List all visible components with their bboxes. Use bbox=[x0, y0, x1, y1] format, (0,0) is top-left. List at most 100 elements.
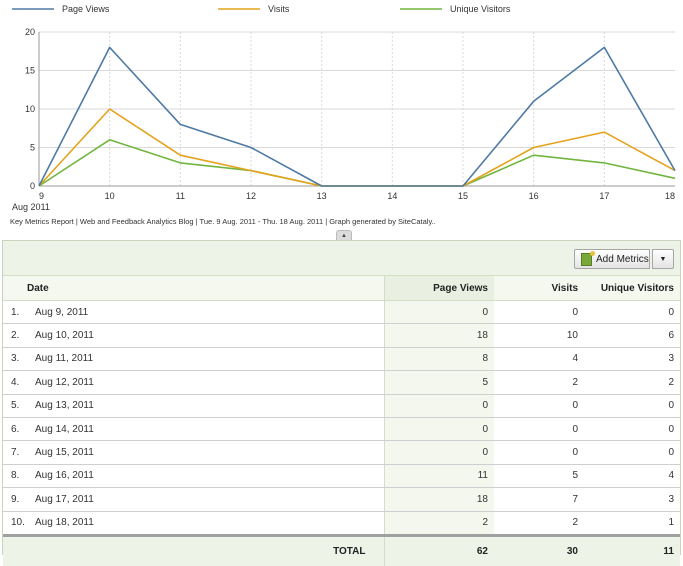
chevron-down-icon: ▼ bbox=[659, 255, 667, 263]
table-row: 7. Aug 15, 2011 0 0 0 bbox=[3, 440, 680, 465]
table-row: 10. Aug 18, 2011 2 2 1 bbox=[3, 511, 680, 536]
row-date: Aug 18, 2011 bbox=[35, 517, 94, 529]
row-page-views: 11 bbox=[383, 464, 494, 489]
x-tick-label: 15 bbox=[458, 191, 468, 201]
add-metrics-button[interactable]: Add Metrics bbox=[574, 249, 650, 269]
row-index: 9. bbox=[11, 493, 20, 505]
row-index: 5. bbox=[11, 400, 20, 412]
row-visits: 0 bbox=[494, 417, 584, 442]
column-header-date[interactable]: Date bbox=[3, 276, 384, 301]
row-unique-visitors: 1 bbox=[584, 511, 680, 536]
y-tick-label: 20 bbox=[25, 27, 35, 37]
row-page-views: 8 bbox=[383, 347, 494, 372]
row-date: Aug 11, 2011 bbox=[35, 353, 94, 365]
row-page-views: 0 bbox=[383, 394, 494, 418]
column-header-page-views[interactable]: Page Views bbox=[383, 276, 494, 301]
row-visits: 2 bbox=[494, 511, 584, 536]
table-row: 6. Aug 14, 2011 0 0 0 bbox=[3, 417, 680, 442]
row-date-cell: 7. Aug 15, 2011 bbox=[3, 440, 384, 465]
row-index: 8. bbox=[11, 470, 20, 482]
row-date: Aug 13, 2011 bbox=[35, 400, 94, 412]
row-date-cell: 8. Aug 16, 2011 bbox=[3, 464, 384, 489]
row-date: Aug 10, 2011 bbox=[35, 330, 94, 342]
table-row: 1. Aug 9, 2011 0 0 0 bbox=[3, 300, 680, 325]
line-chart: 0 5 10 15 20 9 10 11 12 13 14 15 16 17 18 Aug 2011 Page … bbox=[12, 4, 676, 212]
x-tick-label: 12 bbox=[246, 191, 256, 201]
row-date: Aug 15, 2011 bbox=[35, 447, 94, 459]
row-unique-visitors: 4 bbox=[584, 464, 680, 489]
table-row: 4. Aug 12, 2011 5 2 2 bbox=[3, 370, 680, 395]
row-page-views: 18 bbox=[383, 323, 494, 348]
row-visits: 0 bbox=[494, 394, 584, 418]
row-unique-visitors: 0 bbox=[584, 417, 680, 442]
row-index: 3. bbox=[11, 353, 20, 365]
row-date: Aug 17, 2011 bbox=[35, 493, 94, 505]
row-page-views: 2 bbox=[383, 511, 494, 536]
row-visits: 0 bbox=[494, 300, 584, 325]
row-date-cell: 4. Aug 12, 2011 bbox=[3, 370, 384, 395]
legend-label-page-views: Page Views bbox=[62, 4, 110, 14]
row-index: 6. bbox=[11, 423, 20, 435]
x-tick-label: 16 bbox=[529, 191, 539, 201]
y-tick-label: 0 bbox=[30, 181, 35, 191]
metrics-table-panel: Add Metrics ▼ Date Page Views Visits Uni… bbox=[2, 240, 681, 566]
y-tick-label: 10 bbox=[25, 104, 35, 114]
x-axis-sublabel: Aug 2011 bbox=[12, 202, 50, 212]
column-header-unique-visitors[interactable]: Unique Visitors bbox=[584, 276, 680, 301]
table-row: 2. Aug 10, 2011 18 10 6 bbox=[3, 323, 680, 348]
row-index: 10. bbox=[11, 517, 25, 529]
row-date: Aug 9, 2011 bbox=[35, 306, 89, 318]
row-visits: 5 bbox=[494, 464, 584, 489]
row-unique-visitors: 0 bbox=[584, 440, 680, 465]
row-page-views: 0 bbox=[383, 417, 494, 442]
total-unique-visitors: 11 bbox=[584, 533, 680, 566]
table-row: 8. Aug 16, 2011 11 5 4 bbox=[3, 464, 680, 489]
row-index: 2. bbox=[11, 330, 20, 342]
row-date-cell: 2. Aug 10, 2011 bbox=[3, 323, 384, 348]
legend-label-visits: Visits bbox=[268, 4, 290, 14]
row-unique-visitors: 3 bbox=[584, 487, 680, 512]
row-date: Aug 14, 2011 bbox=[35, 423, 94, 435]
row-unique-visitors: 3 bbox=[584, 347, 680, 372]
add-metrics-icon bbox=[581, 250, 595, 266]
table-toolbar: Add Metrics ▼ bbox=[3, 241, 680, 276]
x-tick-label: 9 bbox=[39, 191, 44, 201]
row-date-cell: 9. Aug 17, 2011 bbox=[3, 487, 384, 512]
chart-caption: Key Metrics Report | Web and Feedback An… bbox=[10, 217, 436, 226]
metrics-table: Date Page Views Visits Unique Visitors 1… bbox=[3, 276, 680, 566]
row-unique-visitors: 0 bbox=[584, 394, 680, 418]
y-tick-label: 15 bbox=[25, 66, 35, 76]
row-unique-visitors: 0 bbox=[584, 300, 680, 325]
y-tick-label: 5 bbox=[30, 143, 35, 153]
table-row: 9. Aug 17, 2011 18 7 3 bbox=[3, 487, 680, 512]
x-tick-label: 10 bbox=[105, 191, 115, 201]
total-row: TOTAL 62 30 11 bbox=[3, 533, 680, 566]
legend-label-unique-visitors: Unique Visitors bbox=[450, 4, 511, 14]
total-visits: 30 bbox=[494, 533, 584, 566]
row-page-views: 0 bbox=[383, 300, 494, 325]
row-index: 1. bbox=[11, 306, 20, 318]
column-header-visits[interactable]: Visits bbox=[494, 276, 584, 301]
total-label: TOTAL bbox=[3, 533, 384, 566]
add-metrics-label: Add Metrics bbox=[596, 253, 649, 265]
x-tick-label: 13 bbox=[317, 191, 327, 201]
row-date-cell: 10. Aug 18, 2011 bbox=[3, 511, 384, 536]
table-row: 3. Aug 11, 2011 8 4 3 bbox=[3, 347, 680, 372]
row-date: Aug 16, 2011 bbox=[35, 470, 94, 482]
row-page-views: 0 bbox=[383, 440, 494, 465]
row-visits: 4 bbox=[494, 347, 584, 372]
series-line-unique-visitors bbox=[38, 139, 676, 187]
row-unique-visitors: 6 bbox=[584, 323, 680, 348]
row-date-cell: 1. Aug 9, 2011 bbox=[3, 300, 384, 325]
row-index: 7. bbox=[11, 447, 20, 459]
table-header-row: Date Page Views Visits Unique Visitors bbox=[3, 276, 680, 301]
collapse-chart-handle[interactable]: ▲ bbox=[336, 230, 352, 240]
collapse-arrow-icon: ▲ bbox=[341, 232, 347, 239]
series-line-page-views bbox=[38, 46, 676, 187]
row-unique-visitors: 2 bbox=[584, 370, 680, 395]
row-date-cell: 6. Aug 14, 2011 bbox=[3, 417, 384, 442]
row-visits: 0 bbox=[494, 440, 584, 465]
row-date-cell: 3. Aug 11, 2011 bbox=[3, 347, 384, 372]
add-metrics-dropdown-button[interactable]: ▼ bbox=[652, 249, 674, 269]
x-tick-label: 11 bbox=[176, 191, 185, 201]
